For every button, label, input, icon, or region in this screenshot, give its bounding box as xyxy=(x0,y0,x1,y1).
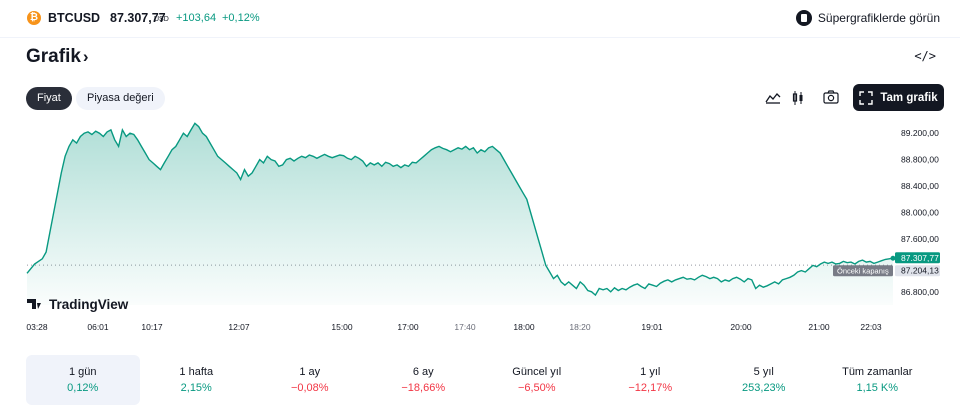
price-change: +103,64 xyxy=(176,12,217,24)
x-axis-tick-label: 18:00 xyxy=(513,322,535,332)
expand-icon xyxy=(859,90,874,105)
chart-section-title[interactable]: Grafik › xyxy=(26,46,89,68)
period-label: 6 ay xyxy=(412,366,434,378)
bitcoin-logo-icon: ₿ xyxy=(27,11,41,25)
period-button[interactable]: 1 ay −0,08% xyxy=(253,355,367,405)
currency-label: USD xyxy=(154,16,169,23)
y-axis-tick-label: 88.800,00 xyxy=(901,155,939,165)
section-title-text: Grafik xyxy=(26,46,81,67)
y-axis-tick-label: 87.600,00 xyxy=(901,234,939,244)
tradingview-watermark-label: TradingView xyxy=(49,297,129,312)
full-chart-label: Tam grafik xyxy=(880,91,938,104)
symbol-name[interactable]: BTCUSD xyxy=(48,11,101,25)
period-button[interactable]: Güncel yıl −6,50% xyxy=(480,355,594,405)
previous-close-value-label: 87.204,13 xyxy=(901,266,939,276)
last-price-badge xyxy=(895,252,940,264)
period-change-value: 0,12% xyxy=(67,382,99,394)
last-price-dot xyxy=(890,255,896,261)
period-button[interactable]: 1 hafta 2,15% xyxy=(140,355,254,405)
open-in-supercharts-link[interactable]: Süpergrafiklerde görün xyxy=(795,10,940,26)
y-axis-tick-label: 88.000,00 xyxy=(901,208,939,218)
y-axis-tick-label: 88.400,00 xyxy=(901,181,939,191)
previous-close-tag-label: Önceki kapanış xyxy=(837,267,889,276)
tab-price[interactable]: Fiyat xyxy=(26,87,72,110)
price-area-fill xyxy=(27,123,893,305)
period-label: 1 yıl xyxy=(640,366,661,378)
period-change-value: −6,50% xyxy=(517,382,556,394)
period-change-value: 2,15% xyxy=(180,382,212,394)
x-axis-tick-label: 21:00 xyxy=(808,322,830,332)
y-axis-tick-label: 89.200,00 xyxy=(901,128,939,138)
embed-code-icon[interactable]: </> xyxy=(914,49,936,63)
x-axis-tick-label: 15:00 xyxy=(331,322,353,332)
period-button[interactable]: 1 gün 0,12% xyxy=(26,355,140,405)
last-price-badge-label: 87.307,77 xyxy=(901,253,939,263)
last-price: 87.307,77 xyxy=(110,11,166,25)
period-change-value: 253,23% xyxy=(742,382,786,394)
period-label: 1 hafta xyxy=(179,366,214,378)
full-chart-button[interactable]: Tam grafik xyxy=(853,84,944,111)
tradingview-watermark: TradingView xyxy=(27,297,129,312)
y-axis-tick-label: 86.800,00 xyxy=(901,287,939,297)
x-axis-tick-label: 17:00 xyxy=(397,322,419,332)
tradingview-watermark-icon xyxy=(27,299,41,309)
period-button[interactable]: 5 yıl 253,23% xyxy=(707,355,821,405)
period-button[interactable]: 1 yıl −12,17% xyxy=(594,355,708,405)
x-axis-tick-label: 20:00 xyxy=(730,322,752,332)
area-chart-style-icon[interactable] xyxy=(765,90,781,109)
x-axis-tick-label: 03:28 xyxy=(26,322,48,332)
period-label: Güncel yıl xyxy=(512,366,562,378)
tradingview-logo-icon xyxy=(795,10,812,26)
supercharts-label: Süpergrafiklerde görün xyxy=(817,11,940,25)
price-area-chart[interactable]: 89.200,00 88.800,00 88.400,00 88.000,00 87.6… xyxy=(0,120,960,340)
chevron-right-icon: › xyxy=(82,47,89,66)
period-label: 5 yıl xyxy=(753,366,774,378)
x-axis-tick-label: 17:40 xyxy=(454,322,476,332)
performance-periods: 1 gün 0,12% 1 hafta 2,15% 1 ay −0,08% 6 ay −18,… xyxy=(26,355,934,405)
period-change-value: −18,66% xyxy=(401,382,446,394)
period-button[interactable]: Tüm zamanlar 1,15 K% xyxy=(821,355,935,405)
symbol-header: ₿ BTCUSD 87.307,77 USD +103,64 +0,12% Sü… xyxy=(0,0,960,38)
previous-close-tag xyxy=(833,265,893,277)
price-change-percent: +0,12% xyxy=(222,12,260,24)
period-label: 1 ay xyxy=(299,366,321,378)
period-button[interactable]: 6 ay −18,66% xyxy=(367,355,481,405)
camera-snapshot-icon[interactable] xyxy=(823,90,839,109)
x-axis-tick-label: 22:03 xyxy=(860,322,882,332)
x-axis-tick-label: 10:17 xyxy=(141,322,163,332)
period-change-value: 1,15 K% xyxy=(856,382,899,394)
period-label: 1 gün xyxy=(68,366,97,378)
price-series-line xyxy=(26,122,894,297)
tab-market-cap[interactable]: Piyasa değeri xyxy=(76,87,165,110)
period-change-value: −0,08% xyxy=(290,382,329,394)
x-axis-tick-label: 06:01 xyxy=(87,322,109,332)
x-axis-tick-label: 18:20 xyxy=(569,322,591,332)
candlestick-chart-style-icon[interactable] xyxy=(792,90,804,111)
previous-close-value-badge xyxy=(895,265,940,277)
period-change-value: −12,17% xyxy=(628,382,673,394)
x-axis-tick-label: 19:01 xyxy=(641,322,663,332)
period-label: Tüm zamanlar xyxy=(842,366,913,378)
x-axis-tick-label: 12:07 xyxy=(228,322,250,332)
